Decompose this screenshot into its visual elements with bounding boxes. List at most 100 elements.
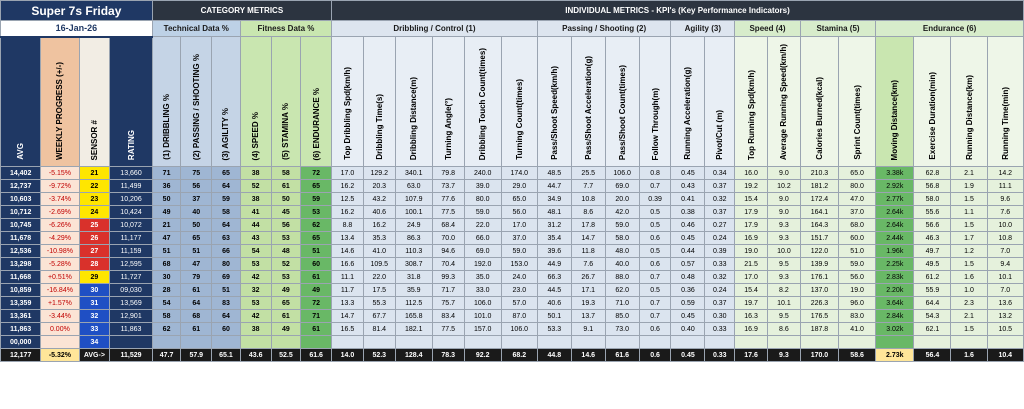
sensor-cell: 21 bbox=[78, 166, 111, 180]
metric-cell: 17.5 bbox=[362, 283, 396, 297]
metric-cell bbox=[638, 335, 672, 349]
metric-cell: 112.5 bbox=[394, 296, 433, 310]
sensor-cell: 26 bbox=[78, 231, 111, 245]
metric-cell: 2.3 bbox=[950, 296, 988, 310]
metric-cell bbox=[986, 335, 1024, 349]
metric-cell: 99.3 bbox=[431, 270, 465, 284]
metric-cell: 2.1 bbox=[950, 166, 988, 180]
metric-cell: 55.6 bbox=[913, 205, 952, 219]
table-row: 11,668 +0.51% 29 11,727 30 79 69 42 53 61 11.1 22.0… bbox=[0, 270, 1024, 284]
sensor-cell: 32 bbox=[78, 309, 111, 323]
metric-cell: 68 bbox=[180, 309, 213, 323]
metric-cell: 1.9 bbox=[950, 179, 988, 193]
sensor-cell: 25 bbox=[78, 218, 111, 232]
rating-cell: 11,499 bbox=[109, 179, 153, 193]
metric-cell: 68 bbox=[151, 257, 182, 271]
footer-metric-cell: 0.45 bbox=[670, 348, 706, 362]
column-header: Turning Angle(°) bbox=[431, 36, 465, 167]
metric-cell: 182.1 bbox=[394, 322, 433, 336]
metric-cell: 40.6 bbox=[362, 205, 396, 219]
metric-cell: 86.3 bbox=[394, 231, 433, 245]
metric-cell bbox=[300, 335, 333, 349]
metric-cell: 0.7 bbox=[638, 270, 672, 284]
column-header-label: Running Time(min) bbox=[1000, 87, 1010, 160]
metric-cell: 53.3 bbox=[536, 322, 572, 336]
metric-cell: 0.43 bbox=[670, 179, 706, 193]
metric-cell: 17.9 bbox=[734, 218, 768, 232]
metric-cell: 10.8 bbox=[570, 192, 606, 206]
metric-cell: 13.7 bbox=[570, 309, 606, 323]
column-header: (3) AGILITY % bbox=[211, 36, 241, 167]
metric-cell: 106.0 bbox=[463, 296, 502, 310]
metric-cell: 0.24 bbox=[704, 283, 736, 297]
column-header-label: WEEKLY PROGRESS (+/-) bbox=[55, 61, 65, 160]
footer-metric-cell: 10.4 bbox=[986, 348, 1024, 362]
metric-cell: 0.40 bbox=[670, 322, 706, 336]
metric-cell bbox=[536, 335, 572, 349]
metric-cell: 10.1 bbox=[766, 296, 801, 310]
metric-cell: 31.2 bbox=[536, 218, 572, 232]
metric-cell bbox=[270, 335, 302, 349]
metric-cell: 36 bbox=[151, 179, 182, 193]
category-metrics-header: CATEGORY METRICS bbox=[151, 0, 333, 21]
metric-cell: 0.44 bbox=[670, 244, 706, 258]
metric-cell: 56 bbox=[270, 218, 302, 232]
metric-cell: 1.7 bbox=[950, 231, 988, 245]
metric-cell: 46.3 bbox=[913, 231, 952, 245]
metric-cell: 14.7 bbox=[570, 231, 606, 245]
column-header: (2) PASSING / SHOOTING % bbox=[180, 36, 213, 167]
metric-cell: 72 bbox=[300, 166, 333, 180]
metric-cell bbox=[913, 335, 952, 349]
metric-cell: 1.96k bbox=[875, 244, 915, 258]
metric-cell: 176.5 bbox=[799, 309, 840, 323]
column-header-label: Pass/Shoot Acceleration(g) bbox=[583, 56, 593, 160]
metric-cell: 58 bbox=[151, 309, 182, 323]
fitness-data-header: Fitness Data % bbox=[239, 20, 333, 37]
metric-cell: 71 bbox=[151, 166, 182, 180]
sensor-cell: 34 bbox=[78, 335, 111, 349]
column-header-label: Follow Through(m) bbox=[650, 87, 660, 160]
sensor-cell: 28 bbox=[78, 257, 111, 271]
metric-cell: 0.6 bbox=[638, 231, 672, 245]
metric-cell: 20.3 bbox=[362, 179, 396, 193]
metric-cell: 87.0 bbox=[500, 309, 538, 323]
metric-cell: 13.2 bbox=[986, 309, 1024, 323]
metric-cell bbox=[211, 335, 241, 349]
average-row: 12,177 -5.32% AVG-> 11,529 47.7 57.9 65.1 43.6 5… bbox=[0, 348, 1024, 362]
sheet-date: 16-Jan-26 bbox=[0, 20, 153, 38]
footer-weekly-cell: -5.32% bbox=[40, 348, 80, 362]
technical-data-header: Technical Data % bbox=[151, 20, 241, 37]
metric-cell: 51 bbox=[151, 244, 182, 258]
footer-metric-cell: 61.6 bbox=[604, 348, 640, 362]
metric-cell: 192.0 bbox=[463, 257, 502, 271]
column-header: Average Running Speed(km/h) bbox=[766, 36, 801, 167]
metric-cell: 52 bbox=[270, 257, 302, 271]
avg-cell: 10,603 bbox=[0, 192, 42, 206]
metric-cell: 66 bbox=[211, 244, 241, 258]
rating-cell: 09,030 bbox=[109, 283, 153, 297]
column-header-label: Dribbling Distance(m) bbox=[409, 76, 419, 160]
metric-cell: 64 bbox=[211, 218, 241, 232]
metric-cell: 109.5 bbox=[362, 257, 396, 271]
metric-cell: 69.0 bbox=[463, 244, 502, 258]
column-header-label: Calories Burned(kcal) bbox=[814, 77, 824, 160]
weekly-progress-cell: -9.72% bbox=[40, 179, 80, 193]
column-header: Running Distance(km) bbox=[950, 36, 988, 167]
column-header: Exercise Duration(min) bbox=[913, 36, 952, 167]
metric-cell: 51 bbox=[180, 244, 213, 258]
metric-cell: 2.1 bbox=[950, 309, 988, 323]
metric-cell: 20.0 bbox=[604, 192, 640, 206]
metric-cell: 35.3 bbox=[362, 231, 396, 245]
table-row: 10,859 -16.84% 30 09,030 28 61 51 32 49 49 11.7 17.… bbox=[0, 283, 1024, 297]
avg-cell: 10,745 bbox=[0, 218, 42, 232]
metric-cell: 129.2 bbox=[362, 166, 396, 180]
metric-cell: 10.8 bbox=[986, 231, 1024, 245]
metric-cell: 0.33 bbox=[704, 322, 736, 336]
column-header-label: SENSOR # bbox=[89, 119, 99, 160]
metric-cell: 164.1 bbox=[799, 205, 840, 219]
metric-cell bbox=[431, 335, 465, 349]
footer-metric-cell: 52.3 bbox=[362, 348, 396, 362]
metric-cell: 110.3 bbox=[394, 244, 433, 258]
metric-cell: 42 bbox=[239, 309, 272, 323]
